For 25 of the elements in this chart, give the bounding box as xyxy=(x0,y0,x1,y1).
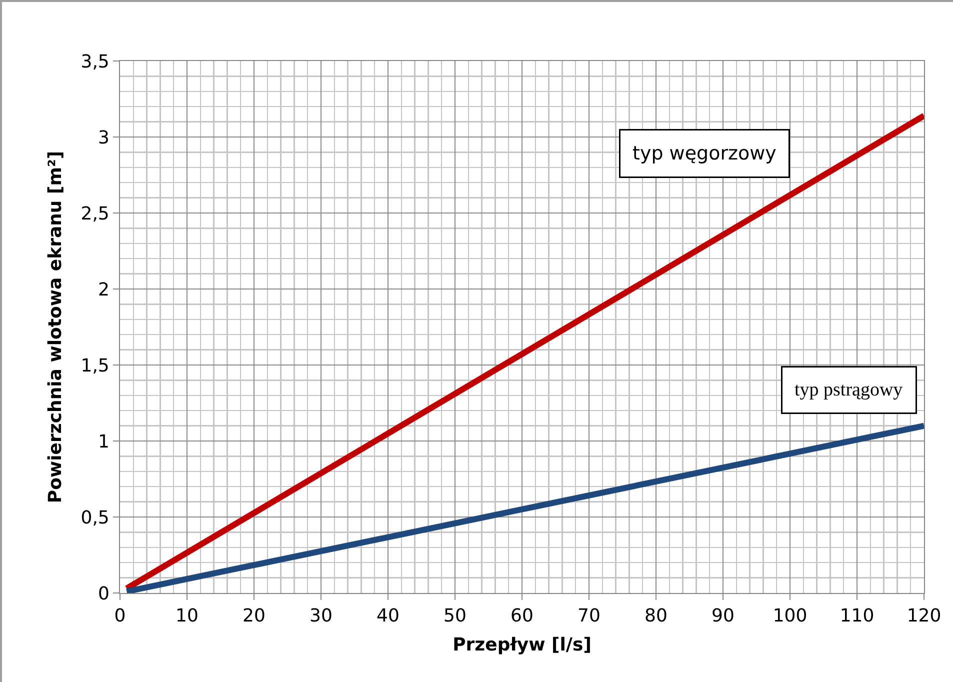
x-tick-label: 80 xyxy=(644,606,668,627)
y-tick-label: 1,5 xyxy=(80,355,110,376)
x-tick-label: 50 xyxy=(444,606,466,627)
x-tick-label: 110 xyxy=(840,606,874,627)
y-tick-label: 3,5 xyxy=(80,51,110,72)
y-tick-label: 0,5 xyxy=(80,507,110,528)
y-axis-title: Powierzchnia wlotowa ekranu [m²] xyxy=(44,150,66,504)
x-tick-label: 40 xyxy=(376,606,400,627)
x-tick-label: 70 xyxy=(578,606,600,627)
x-tick-label: 10 xyxy=(176,606,198,627)
x-tick-label: 30 xyxy=(310,606,332,627)
x-tick-label: 60 xyxy=(510,606,534,627)
x-axis-title: Przepływ [l/s] xyxy=(452,634,592,656)
y-tick-label: 2 xyxy=(98,279,110,300)
x-tick-label: 0 xyxy=(114,606,126,627)
y-tick-label: 3 xyxy=(98,127,110,148)
y-tick-label: 0 xyxy=(98,583,110,604)
x-tick-label: 100 xyxy=(772,606,808,627)
x-tick-label: 20 xyxy=(242,606,266,627)
y-tick-label: 1 xyxy=(98,431,110,452)
y-tick-label: 2,5 xyxy=(80,203,110,224)
x-tick-label: 120 xyxy=(906,606,942,627)
x-tick-label: 90 xyxy=(712,606,734,627)
series-label: typ pstrągowy xyxy=(794,380,904,400)
series-label: typ węgorzowy xyxy=(632,142,776,164)
